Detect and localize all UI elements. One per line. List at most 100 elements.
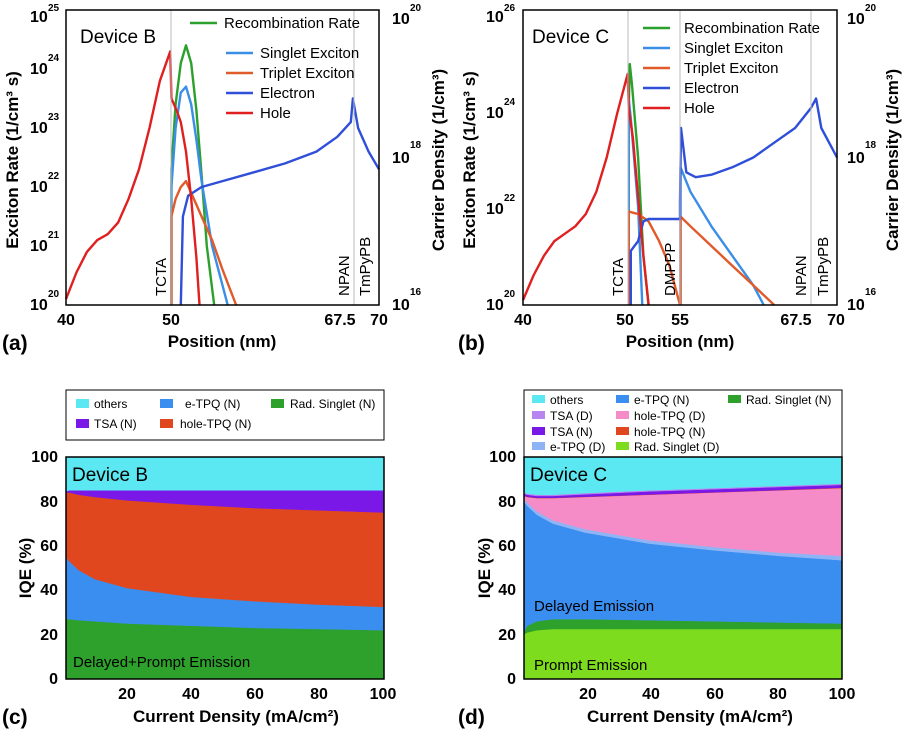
y-tick-exp: 21: [48, 230, 60, 241]
x-tick-40: 40: [514, 312, 532, 329]
legend-label-tsa-d: TSA (D): [550, 409, 593, 423]
series-line-recombination-rate: [170, 44, 216, 306]
panel-d-letter: (d): [458, 706, 485, 729]
panel-a-legend: Recombination Rate Singlet Exciton Tripl…: [190, 15, 360, 122]
legend-label-rad-singlet-n: Rad. Singlet (N): [290, 397, 375, 411]
layer-label-dmppp: DMPPP: [662, 243, 679, 296]
legend-label-singlet: Singlet Exciton: [260, 45, 359, 62]
y-tick-base: 10: [486, 297, 504, 314]
layer-label-tmpypb: TmPyPB: [815, 237, 832, 296]
legend-swatch-e-tpq-n: [160, 399, 173, 408]
y-tick-exp: 25: [48, 3, 60, 14]
y-tick-base: 10: [30, 238, 48, 255]
y-tick-base: 10: [30, 61, 48, 78]
x-tick-40: 40: [57, 312, 75, 329]
y-tick-60: 60: [498, 538, 516, 555]
y-tick-40: 40: [498, 582, 516, 599]
x-tick-70: 70: [827, 312, 845, 329]
panel-a-curves: [64, 44, 381, 306]
y2-tick-exp: 20: [410, 3, 422, 14]
panel-b-xlabel: Position (nm): [626, 332, 735, 351]
y-tick-exp: 20: [48, 289, 60, 300]
panel-a-letter: (a): [2, 332, 28, 355]
layer-label-tcta: TCTA: [610, 258, 627, 296]
y-tick-20: 20: [40, 627, 58, 644]
panel-b-device-label: Device C: [532, 27, 609, 48]
y-tick-base: 10: [30, 297, 48, 314]
panel-c-areas: [65, 456, 385, 680]
legend-label-e-tpq-n: e-TPQ (N): [634, 393, 689, 407]
y-tick-exp: 20: [504, 289, 516, 300]
y-tick-60: 60: [40, 538, 58, 555]
panel-d-frame: [523, 456, 843, 680]
panel-c-emission-label: Delayed+Prompt Emission: [73, 654, 250, 671]
x-tick-67-5: 67.5: [324, 312, 355, 329]
panel-c-frame: [65, 456, 385, 680]
x-tick-60: 60: [706, 686, 724, 703]
x-tick-80: 80: [310, 686, 328, 703]
legend-label-hole-tpq-d: hole-TPQ (D): [634, 409, 705, 423]
legend-label-e-tpq-n: e-TPQ (N): [185, 397, 240, 411]
panel-a-ylabel-right: Carrier Density (1/cm³): [429, 69, 448, 251]
legend-swatch-e-tpq-n: [616, 395, 629, 403]
x-tick-40: 40: [642, 686, 660, 703]
y-tick-base: 10: [486, 201, 504, 218]
legend-swatch-rad-singlet-n: [271, 399, 284, 408]
panel-a-ylabel-left: Exciton Rate (1/cm³ s): [3, 71, 22, 249]
legend-label-hole-tpq-n: hole-TPQ (N): [634, 425, 705, 439]
legend-label-triplet: Triplet Exciton: [260, 65, 354, 82]
x-tick-50: 50: [162, 312, 180, 329]
panel-c-device-label: Device B: [72, 465, 148, 486]
panel-a-device-label: Device B: [80, 27, 156, 48]
panel-c-xticks: 20 40 60 80 100: [118, 686, 396, 703]
y-tick-exp: 22: [504, 193, 516, 204]
layer-label-tcta: TCTA: [153, 258, 170, 296]
legend-label-tsa-n: TSA (N): [550, 425, 593, 439]
layer-label-tmpypb: TmPyPB: [357, 237, 374, 296]
y2-tick-base: 10: [847, 150, 865, 167]
x-tick-60: 60: [246, 686, 264, 703]
y-tick-80: 80: [498, 494, 516, 511]
legend-label-recombination: Recombination Rate: [224, 15, 360, 32]
y-tick-20: 20: [498, 627, 516, 644]
y-tick-exp: 24: [504, 97, 516, 108]
panel-d-device-label: Device C: [530, 465, 607, 486]
panel-c-ylabel: IQE (%): [16, 538, 35, 598]
y2-tick-exp: 16: [865, 287, 877, 298]
panel-b: Device C Recombination Rate Singlet Exci…: [458, 3, 902, 355]
legend-swatch-rad-singlet-n: [728, 395, 741, 403]
series-line-triplet-exciton-c2: [679, 215, 776, 306]
y-tick-0: 0: [507, 671, 516, 688]
y-tick-exp: 24: [48, 53, 60, 64]
legend-swatch-tsa-n: [76, 419, 89, 428]
legend-label-triplet: Triplet Exciton: [684, 60, 778, 77]
legend-swatch-others: [76, 399, 89, 408]
panel-b-frame: [522, 9, 838, 306]
panel-b-legend: Recombination Rate Singlet Exciton Tripl…: [643, 20, 820, 117]
legend-swatch-others: [532, 395, 545, 403]
x-tick-70: 70: [370, 312, 388, 329]
panel-c-xlabel: Current Density (mA/cm²): [133, 707, 339, 726]
panel-d-areas: [523, 456, 843, 680]
panel-c-yticks: 0 20 40 60 80 100: [31, 449, 58, 688]
y-tick-100: 100: [489, 449, 516, 466]
y-tick-base: 10: [30, 9, 48, 26]
legend-label-rad-singlet-d: Rad. Singlet (D): [634, 440, 719, 454]
legend-swatch-hole-tpq-n: [160, 419, 173, 428]
y2-tick-exp: 16: [410, 287, 422, 298]
legend-swatch-rad-singlet-d: [616, 442, 629, 450]
y-tick-base: 10: [486, 105, 504, 122]
x-tick-55: 55: [671, 312, 689, 329]
panel-b-letter: (b): [458, 332, 485, 355]
legend-swatch-e-tpq-d: [532, 442, 545, 450]
layer-label-npan: NPAN: [336, 255, 353, 296]
panel-c-legend-box: [65, 389, 385, 441]
y-tick-base: 10: [30, 179, 48, 196]
x-tick-50: 50: [616, 312, 634, 329]
x-tick-100: 100: [829, 686, 856, 703]
series-line-triplet-exciton: [627, 210, 682, 306]
